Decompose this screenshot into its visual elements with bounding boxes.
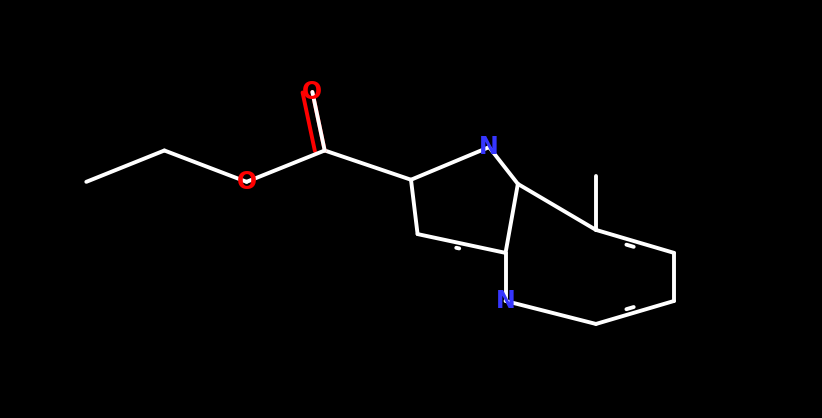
Text: O: O	[302, 80, 322, 104]
Text: N: N	[496, 289, 515, 313]
Text: N: N	[479, 135, 499, 159]
Text: O: O	[237, 170, 256, 194]
